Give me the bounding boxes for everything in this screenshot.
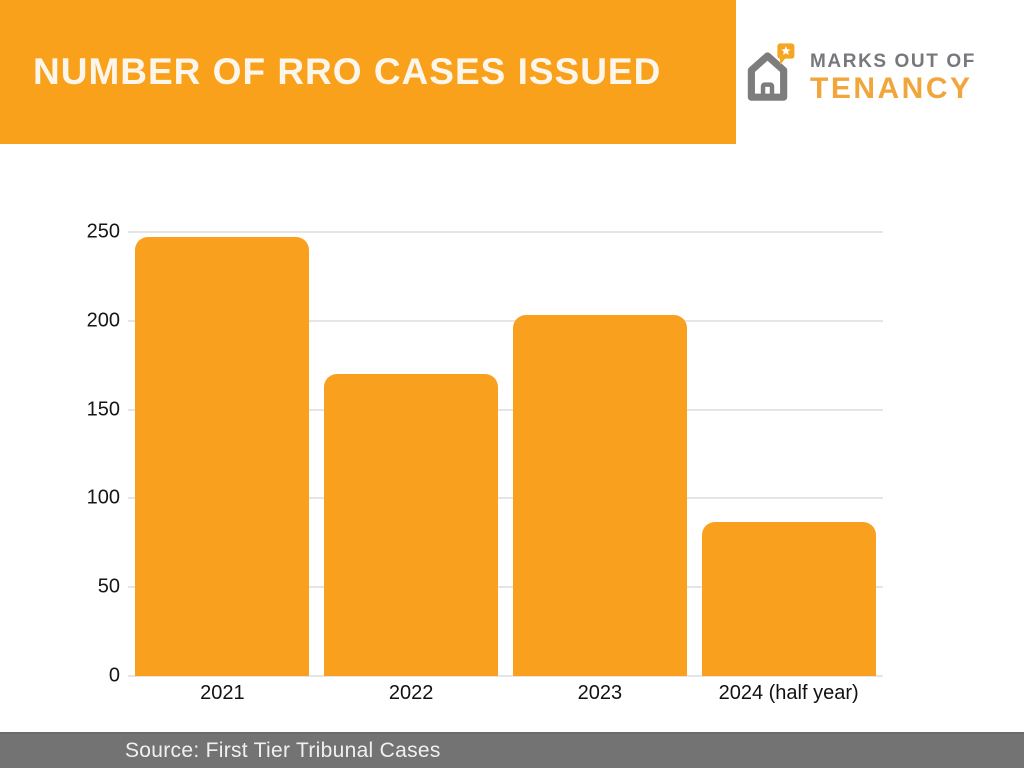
bar-2024-half-year-	[701, 521, 876, 676]
x-tick-label-2021: 2021	[200, 682, 245, 704]
bar-2023	[512, 315, 687, 676]
plot-area	[128, 231, 883, 677]
y-tick-label-0: 0	[108, 664, 120, 687]
y-tick-label-250: 250	[86, 220, 120, 243]
logo: MARKS OUT OF TENANCY	[746, 38, 976, 106]
gridline-100	[128, 497, 883, 500]
x-tick-label-2024-half-year-: 2024 (half year)	[718, 682, 859, 704]
house-with-star-pin-icon	[747, 43, 795, 101]
gridline-200	[128, 319, 883, 322]
gridline-50	[128, 586, 883, 589]
y-tick-label-200: 200	[86, 309, 120, 332]
y-tick-label-100: 100	[86, 486, 120, 509]
x-tick-label-2023: 2023	[577, 682, 623, 704]
bar-2021	[135, 237, 310, 676]
logo-text: MARKS OUT OF TENANCY	[810, 38, 976, 104]
page-title: NUMBER OF RRO CASES ISSUED	[33, 51, 662, 92]
x-tick-label-2022: 2022	[388, 682, 434, 704]
logo-line2: TENANCY	[810, 71, 973, 105]
source-text: Source: First Tier Tribunal Cases	[125, 739, 441, 762]
gridline-0	[128, 675, 883, 677]
y-axis: 0 50 100 150 200 250	[30, 221, 120, 687]
gridline-150	[128, 408, 883, 411]
x-axis: 2021 2022 2023 2024 (half year)	[128, 682, 883, 710]
gridline-250	[128, 231, 883, 233]
y-tick-label-50: 50	[97, 575, 120, 598]
source-footer: Source: First Tier Tribunal Cases	[0, 732, 1024, 768]
logo-line1: MARKS OUT OF	[810, 51, 976, 72]
bar-2022	[324, 374, 499, 676]
header-banner: NUMBER OF RRO CASES ISSUED	[0, 0, 736, 144]
y-tick-label-150: 150	[86, 398, 120, 421]
star-pin-icon	[777, 43, 795, 65]
